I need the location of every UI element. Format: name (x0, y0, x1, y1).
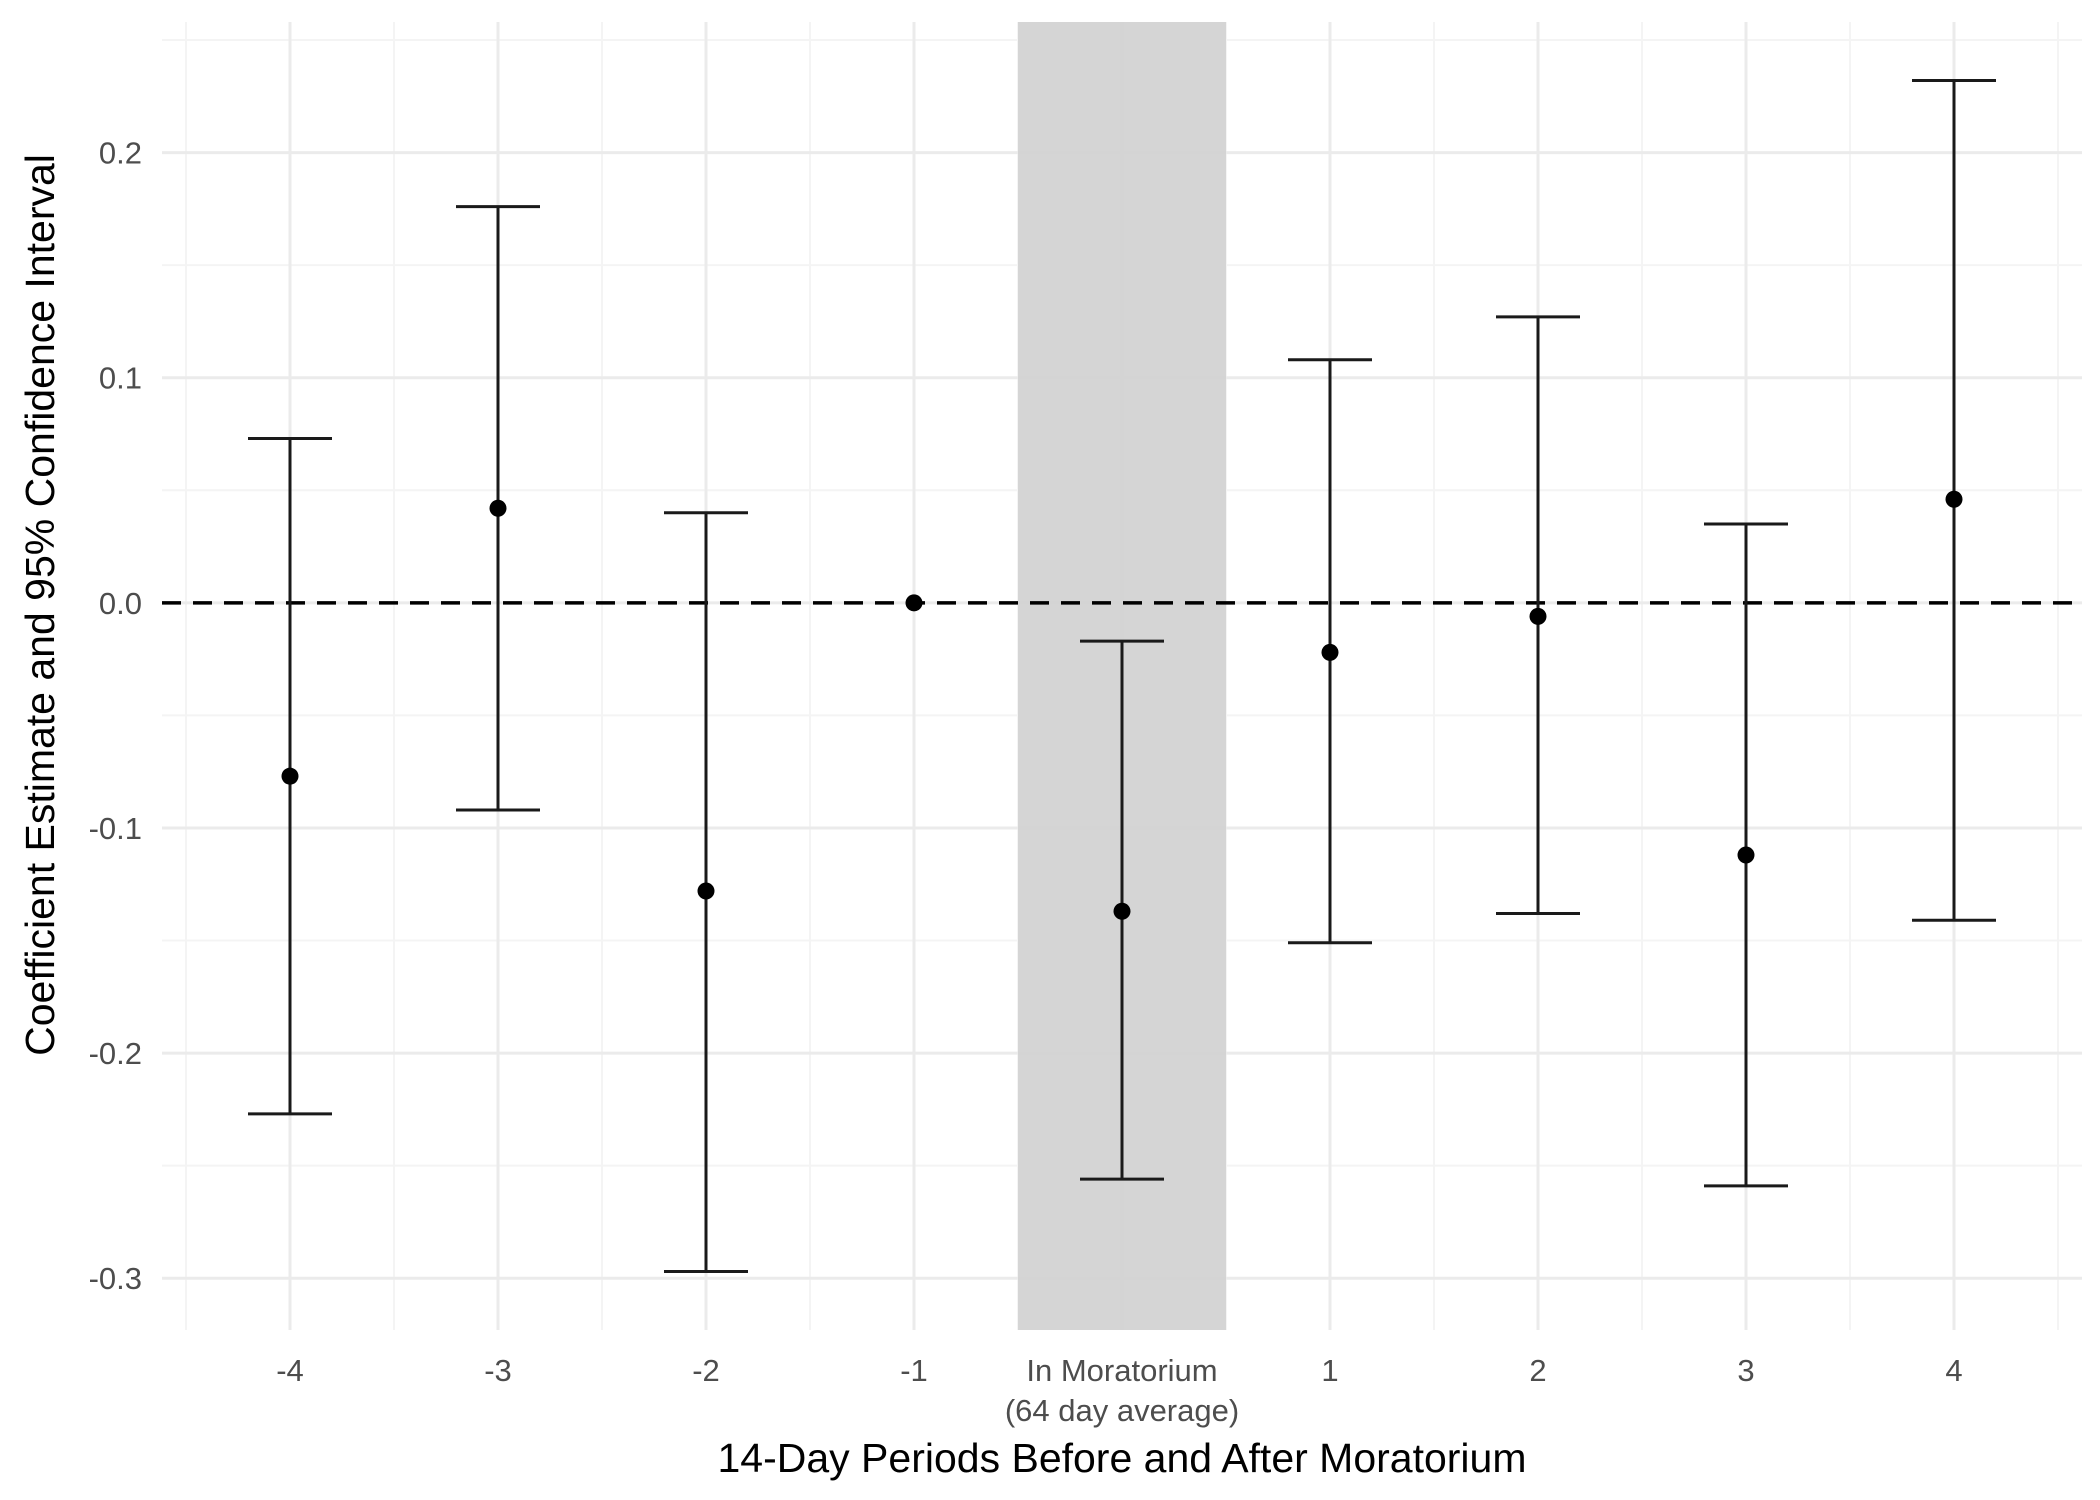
y-axis-title: Coefficient Estimate and 95% Confidence … (17, 154, 63, 1056)
x-tick-label: 3 (1737, 1353, 1754, 1388)
estimate-point (1113, 902, 1131, 920)
y-tick-label: 0.0 (99, 586, 142, 621)
estimate-point (1737, 846, 1755, 864)
estimate-point (1529, 607, 1547, 625)
estimate-point (1321, 643, 1339, 661)
y-axis-ticks: -0.3 -0.2 -0.1 0.0 0.1 0.2 (89, 136, 142, 1297)
x-axis-ticks: -4 -3 -2 -1 In Moratorium (64 day average) 1 2 3… (276, 1353, 1962, 1428)
y-tick-label: 0.1 (99, 361, 142, 396)
x-tick-label: -2 (692, 1353, 720, 1388)
x-axis-title: 14-Day Periods Before and After Moratori… (718, 1435, 1527, 1481)
x-tick-label: In Moratorium (1026, 1353, 1217, 1388)
y-tick-label: -0.1 (89, 811, 142, 846)
x-tick-label: 4 (1945, 1353, 1962, 1388)
estimate-point (489, 499, 507, 517)
x-tick-label: 1 (1321, 1353, 1338, 1388)
estimate-point (697, 882, 715, 900)
x-tick-label: -4 (276, 1353, 304, 1388)
estimate-point (1945, 490, 1963, 508)
x-tick-label: -1 (900, 1353, 928, 1388)
estimate-point (905, 594, 923, 612)
estimate-points (281, 490, 1963, 920)
y-tick-label: -0.2 (89, 1036, 142, 1071)
estimate-point (281, 767, 299, 785)
x-tick-label: (64 day average) (1005, 1393, 1239, 1428)
x-tick-label: -3 (484, 1353, 512, 1388)
y-tick-label: -0.3 (89, 1261, 142, 1296)
x-tick-label: 2 (1529, 1353, 1546, 1388)
y-tick-label: 0.2 (99, 136, 142, 171)
